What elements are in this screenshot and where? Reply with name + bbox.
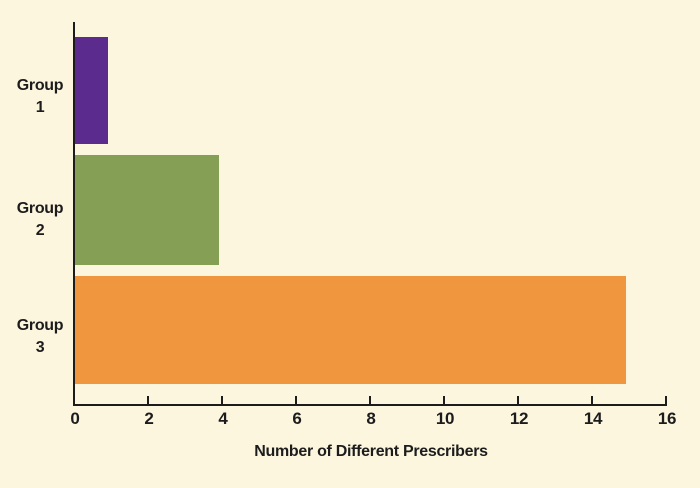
x-axis-tick-label: 12 [509,409,529,428]
plot-area [73,22,667,406]
x-axis-tick [221,396,223,404]
x-axis-tick-label: 4 [218,409,228,428]
category-label-3: Group 3 [16,317,64,356]
bar-group-1 [75,37,108,144]
x-axis-tick [443,396,445,404]
x-axis-tick-label: 14 [583,409,603,428]
bar-group-3 [75,276,626,384]
category-label-2: Group 2 [16,200,64,239]
x-axis-tick-label: 0 [70,409,80,428]
x-axis-tick [295,396,297,404]
x-axis-tick [369,396,371,404]
x-axis-title: Number of Different Prescribers [254,443,488,460]
x-axis-tick [147,396,149,404]
bar-group-2 [75,155,219,265]
x-axis-tick-label: 16 [657,409,677,428]
category-label-1: Group 1 [16,77,64,116]
x-axis-tick [665,396,667,404]
x-axis-tick-label: 6 [292,409,302,428]
x-axis-tick [591,396,593,404]
x-axis-tick-label: 2 [144,409,154,428]
x-axis-tick-label: 10 [435,409,455,428]
x-axis-tick-label: 8 [366,409,376,428]
x-axis-tick [517,396,519,404]
